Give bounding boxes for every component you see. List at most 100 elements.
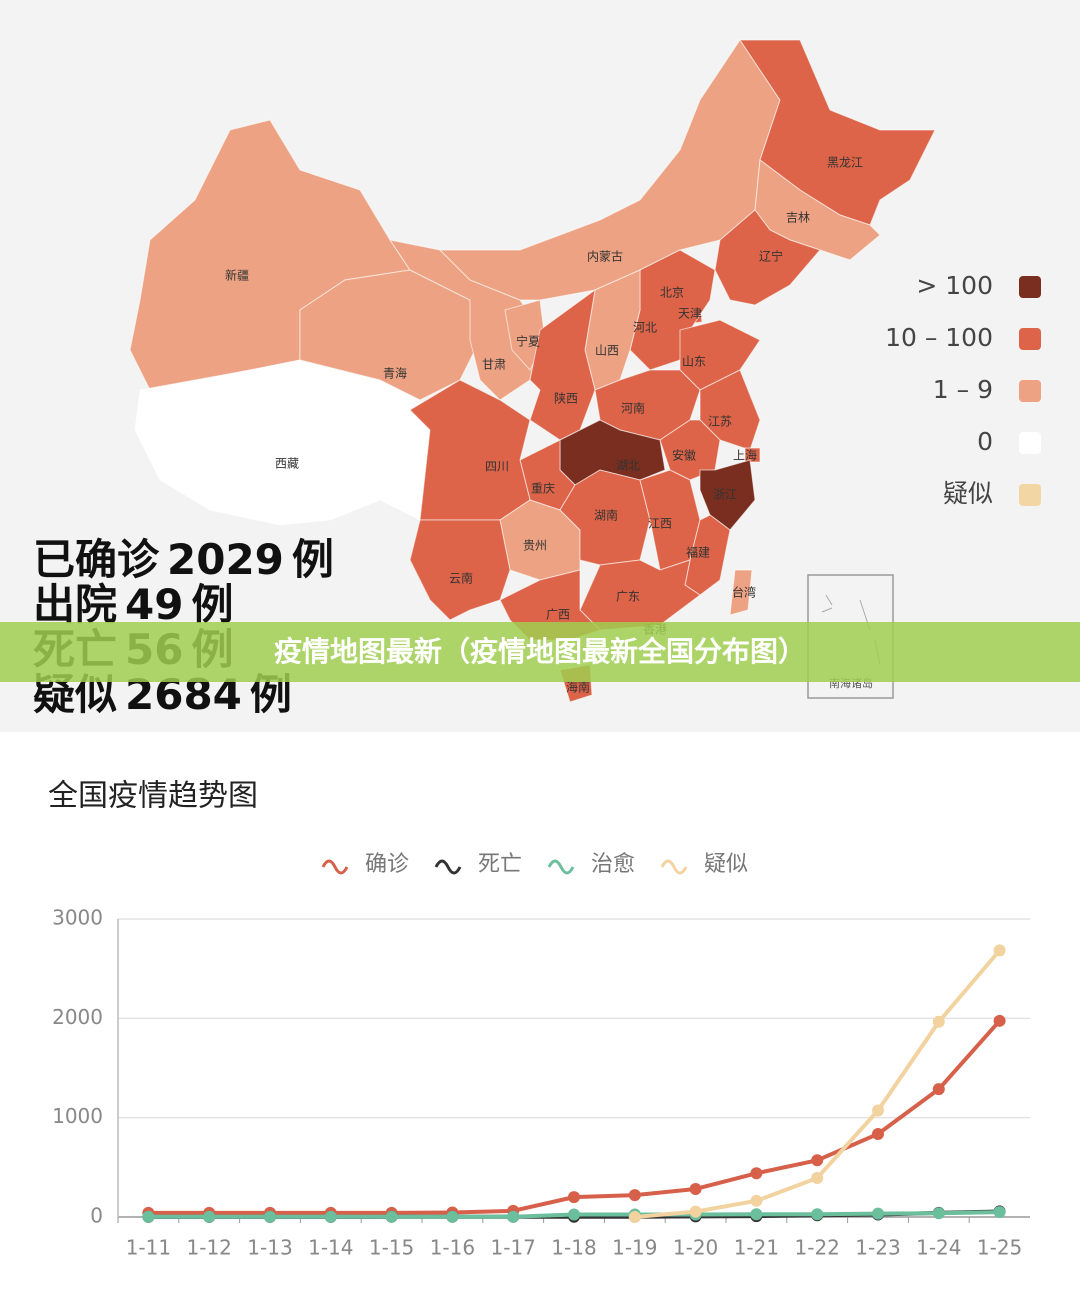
province-label: 海南 xyxy=(566,680,590,695)
point xyxy=(568,1191,580,1204)
province-label: 江西 xyxy=(648,517,672,531)
legend-icon xyxy=(321,859,349,875)
province-label: 四川 xyxy=(485,460,509,474)
point xyxy=(568,1208,580,1221)
province-label: 贵州 xyxy=(523,539,547,553)
province-label: 江苏 xyxy=(708,415,732,429)
province-label: 山西 xyxy=(595,344,619,358)
province-label: 广东 xyxy=(616,590,640,604)
stat-value: 49 xyxy=(125,580,183,629)
legend-swatch xyxy=(1019,380,1041,402)
province-label: 北京 xyxy=(660,286,684,300)
map-legend: > 100 10 – 100 1 – 9 0 疑似 xyxy=(885,271,1041,508)
x-tick-label: 1-13 xyxy=(247,1236,292,1260)
x-tick-label: 1-23 xyxy=(855,1236,900,1260)
point xyxy=(872,1104,884,1117)
point xyxy=(811,1171,824,1184)
point xyxy=(932,1207,945,1220)
point xyxy=(324,1210,337,1223)
point xyxy=(750,1194,763,1207)
banner-text: 疫情地图最新（疫情地图最新全国分布图） xyxy=(274,635,806,668)
x-tick-label: 1-15 xyxy=(369,1236,414,1260)
x-tick-label: 1-19 xyxy=(612,1236,657,1260)
province-label: 重庆 xyxy=(531,482,555,496)
legend-label: 治愈 xyxy=(591,852,635,877)
province-label: 上海 xyxy=(733,448,757,463)
point xyxy=(872,1207,884,1220)
province xyxy=(699,459,756,531)
x-tick-label: 1-22 xyxy=(795,1236,840,1260)
point xyxy=(811,1208,824,1221)
province-label: 吉林 xyxy=(786,211,810,225)
province-label: 台湾 xyxy=(732,585,756,600)
stat-line: 出院 49 例 xyxy=(33,580,233,629)
province-label: 辽宁 xyxy=(759,249,783,264)
province-label: 西藏 xyxy=(275,457,299,471)
stat-unit: 例 xyxy=(292,535,334,584)
legend-swatch xyxy=(1019,328,1041,350)
chart: 0 1000 2000 3000 1-11 1-12 1-13 1-14 1-15 1-16 1-1… xyxy=(52,852,1030,1260)
legend-label: 确诊 xyxy=(365,852,409,877)
legend-label: 0 xyxy=(977,427,993,456)
x-tick-label: 1-20 xyxy=(673,1236,718,1260)
point xyxy=(993,1206,1006,1219)
province xyxy=(409,519,511,621)
province xyxy=(299,269,481,401)
x-tick-label: 1-24 xyxy=(916,1236,961,1260)
province-label: 河南 xyxy=(621,401,645,416)
x-tick-label: 1-17 xyxy=(491,1236,536,1260)
legend-icon xyxy=(547,859,575,875)
legend-icon xyxy=(660,859,688,875)
point xyxy=(507,1210,520,1223)
y-tick-label: 0 xyxy=(90,1204,103,1228)
y-tick-label: 3000 xyxy=(52,906,103,930)
legend-label: 10 – 100 xyxy=(885,323,993,352)
x-tick-label: 1-18 xyxy=(551,1236,596,1260)
point xyxy=(932,1083,945,1096)
y-tick-label: 1000 xyxy=(52,1104,103,1128)
stat-unit: 例 xyxy=(191,580,233,629)
province-label: 湖北 xyxy=(616,458,640,473)
province-label: 青海 xyxy=(383,366,407,381)
point xyxy=(811,1154,824,1167)
stat-line: 已确诊 2029 例 xyxy=(33,535,334,584)
stat-label: 出院 xyxy=(33,580,117,629)
legend-label: 1 – 9 xyxy=(933,375,993,404)
province-label: 新疆 xyxy=(225,268,249,283)
inset-islands xyxy=(821,594,881,666)
province-label: 广西 xyxy=(546,608,570,622)
x-tick-label: 1-21 xyxy=(734,1236,779,1260)
province-label: 陕西 xyxy=(554,391,578,406)
province-label: 浙江 xyxy=(713,488,737,502)
point xyxy=(750,1167,763,1180)
point xyxy=(264,1210,276,1223)
province-label: 甘肃 xyxy=(482,358,506,372)
x-tick-label: 1-25 xyxy=(977,1236,1022,1260)
x-tick-label: 1-12 xyxy=(187,1236,232,1260)
province-label: 山东 xyxy=(682,355,706,369)
point xyxy=(628,1211,641,1223)
point xyxy=(993,944,1006,957)
y-tick-label: 2000 xyxy=(52,1005,103,1029)
point xyxy=(993,1014,1006,1027)
point xyxy=(689,1205,702,1218)
legend-swatch xyxy=(1019,276,1041,298)
x-tick-label: 1-11 xyxy=(126,1236,171,1260)
legend-swatch xyxy=(1019,432,1041,454)
point xyxy=(446,1210,459,1223)
province-label: 云南 xyxy=(449,571,473,586)
chart-title: 全国疫情趋势图 xyxy=(48,779,258,814)
x-tick-label: 1-14 xyxy=(308,1236,353,1260)
stat-value: 2029 xyxy=(167,535,284,584)
legend-label: 疑似 xyxy=(704,852,748,877)
x-tick-label: 1-16 xyxy=(430,1236,475,1260)
province-label: 福建 xyxy=(686,545,710,560)
point xyxy=(872,1127,884,1140)
legend-icon xyxy=(434,859,462,875)
legend-label: 疑似 xyxy=(943,479,993,508)
legend-swatch xyxy=(1019,484,1041,506)
province xyxy=(714,209,821,306)
stat-label: 已确诊 xyxy=(33,535,160,584)
